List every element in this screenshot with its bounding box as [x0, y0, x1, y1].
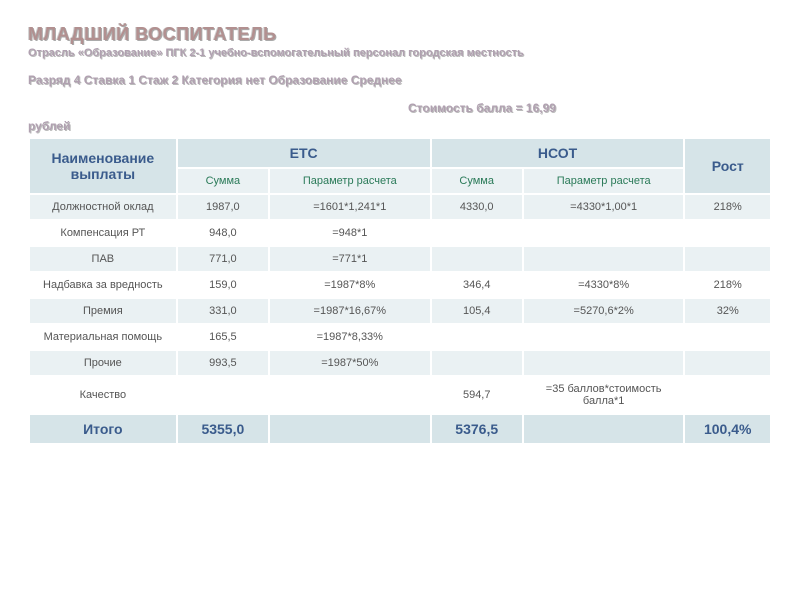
cell-rost: 218% [684, 272, 771, 298]
cell-rost [684, 220, 771, 246]
cell-nsot_sum [431, 324, 523, 350]
cell-etc_par [269, 376, 431, 414]
table-body: Должностной оклад1987,0=1601*1,241*14330… [29, 194, 771, 444]
cell-nsot_par [523, 324, 685, 350]
cell-rost [684, 350, 771, 376]
cell-nsot_sum: 105,4 [431, 298, 523, 324]
cell-name: Премия [29, 298, 177, 324]
table-row: Прочие993,5=1987*50% [29, 350, 771, 376]
page-title: МЛАДШИЙ ВОСПИТАТЕЛЬ [28, 24, 772, 45]
page-subtitle: Отрасль «Образование» ПГК 2-1 учебно-всп… [28, 47, 772, 59]
cell-name: Надбавка за вредность [29, 272, 177, 298]
table-row: Премия331,0=1987*16,67%105,4=5270,6*2%32… [29, 298, 771, 324]
cell-etc_sum: 331,0 [177, 298, 269, 324]
cell-nsot_par: =5270,6*2% [523, 298, 685, 324]
th-name: Наименование выплаты [29, 138, 177, 194]
table-row: Должностной оклад1987,0=1601*1,241*14330… [29, 194, 771, 220]
cell-etc_sum: 1987,0 [177, 194, 269, 220]
total-etc_par [269, 414, 431, 444]
rate-line: Стоимость балла = 16,99 [28, 101, 772, 115]
cell-etc_par: =1987*50% [269, 350, 431, 376]
cell-nsot_par [523, 246, 685, 272]
cell-etc_par: =1987*8% [269, 272, 431, 298]
cell-rost [684, 246, 771, 272]
page-params: Разряд 4 Ставка 1 Стаж 2 Категория нет О… [28, 73, 772, 87]
total-nsot_sum: 5376,5 [431, 414, 523, 444]
cell-etc_par: =948*1 [269, 220, 431, 246]
cell-nsot_par [523, 350, 685, 376]
cell-nsot_sum [431, 220, 523, 246]
rate-value: Стоимость балла = 16,99 [28, 101, 556, 115]
table-row-total: Итого5355,0 5376,5 100,4% [29, 414, 771, 444]
cell-nsot_par [523, 220, 685, 246]
table-row: Надбавка за вредность159,0=1987*8%346,4=… [29, 272, 771, 298]
cell-name: Материальная помощь [29, 324, 177, 350]
table-row: Качество 594,7=35 баллов*стоимость балла*… [29, 376, 771, 414]
cell-etc_sum: 159,0 [177, 272, 269, 298]
table-row: Материальная помощь165,5=1987*8,33% [29, 324, 771, 350]
payments-table: Наименование выплаты ЕТС НСОТ Рост Сумма… [28, 137, 772, 445]
th-nsot-par: Параметр расчета [523, 168, 685, 194]
cell-nsot_par: =4330*1,00*1 [523, 194, 685, 220]
th-etc: ЕТС [177, 138, 431, 168]
cell-nsot_sum [431, 246, 523, 272]
th-rost: Рост [684, 138, 771, 194]
cell-etc_sum: 993,5 [177, 350, 269, 376]
rate-unit: рублей [28, 119, 772, 133]
th-etc-par: Параметр расчета [269, 168, 431, 194]
total-rost: 100,4% [684, 414, 771, 444]
total-nsot_par [523, 414, 685, 444]
table-row: ПАВ771,0=771*1 [29, 246, 771, 272]
cell-nsot_sum: 346,4 [431, 272, 523, 298]
cell-nsot_par: =35 баллов*стоимость балла*1 [523, 376, 685, 414]
cell-rost: 32% [684, 298, 771, 324]
cell-name: Качество [29, 376, 177, 414]
cell-name: Прочие [29, 350, 177, 376]
cell-nsot_sum: 594,7 [431, 376, 523, 414]
cell-etc_sum: 165,5 [177, 324, 269, 350]
cell-name: Компенсация РТ [29, 220, 177, 246]
cell-rost [684, 376, 771, 414]
cell-nsot_par: =4330*8% [523, 272, 685, 298]
total-etc_sum: 5355,0 [177, 414, 269, 444]
total-name: Итого [29, 414, 177, 444]
th-nsot: НСОТ [431, 138, 685, 168]
cell-etc_par: =771*1 [269, 246, 431, 272]
cell-nsot_sum [431, 350, 523, 376]
th-etc-sum: Сумма [177, 168, 269, 194]
cell-rost [684, 324, 771, 350]
cell-name: ПАВ [29, 246, 177, 272]
cell-etc_sum: 771,0 [177, 246, 269, 272]
table-row: Компенсация РТ948,0=948*1 [29, 220, 771, 246]
th-nsot-sum: Сумма [431, 168, 523, 194]
cell-nsot_sum: 4330,0 [431, 194, 523, 220]
cell-etc_sum [177, 376, 269, 414]
cell-etc_sum: 948,0 [177, 220, 269, 246]
cell-etc_par: =1987*16,67% [269, 298, 431, 324]
cell-rost: 218% [684, 194, 771, 220]
cell-etc_par: =1601*1,241*1 [269, 194, 431, 220]
cell-etc_par: =1987*8,33% [269, 324, 431, 350]
cell-name: Должностной оклад [29, 194, 177, 220]
